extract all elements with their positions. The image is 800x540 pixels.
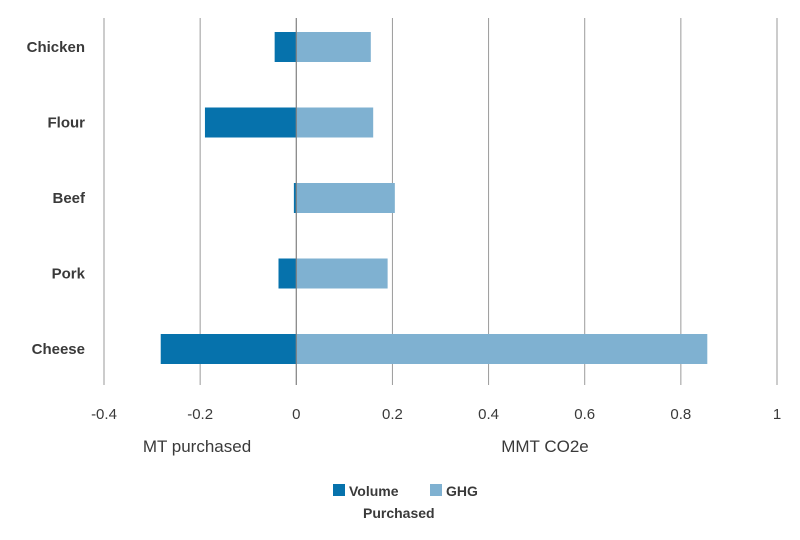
bar-pork-ghg xyxy=(296,258,388,289)
x-tick-label: -0.4 xyxy=(91,406,117,423)
bar-cheese-volume xyxy=(160,334,297,364)
bar-beef-ghg xyxy=(296,183,395,213)
bar-chicken-volume xyxy=(274,32,297,62)
legend-swatch-volume xyxy=(333,484,345,496)
x-tick-label: -0.2 xyxy=(187,406,213,423)
bar-flour-volume xyxy=(204,107,297,138)
legend-label-ghg: GHG xyxy=(446,483,478,499)
bar-pork-volume xyxy=(278,258,297,289)
x-axis-title-right: MMT CO2e xyxy=(501,437,589,456)
legend-swatch-ghg xyxy=(430,484,442,496)
bar-cheese-ghg xyxy=(296,334,708,364)
x-tick-label: 0.6 xyxy=(574,406,595,423)
x-tick-label: 0.4 xyxy=(478,406,499,423)
x-tick-label: 0.8 xyxy=(670,406,691,423)
category-label-chicken: Chicken xyxy=(27,39,85,56)
category-label-pork: Pork xyxy=(52,266,86,283)
x-tick-labels: -0.4 -0.2 0 0.2 0.4 0.6 0.8 1 xyxy=(91,406,781,423)
legend: Volume Purchased GHG xyxy=(333,483,478,521)
bars xyxy=(160,32,708,364)
x-tick-label: 1 xyxy=(773,406,781,423)
x-axis-title-left: MT purchased xyxy=(143,437,251,456)
gridlines xyxy=(103,18,778,385)
x-tick-label: 0.2 xyxy=(382,406,403,423)
legend-label-volume: Volume Purchased xyxy=(349,483,435,521)
category-label-beef: Beef xyxy=(52,190,86,207)
bar-chicken-ghg xyxy=(296,32,371,62)
category-label-cheese: Cheese xyxy=(32,341,85,358)
category-label-flour: Flour xyxy=(48,115,86,132)
category-labels: Chicken Flour Beef Pork Cheese xyxy=(27,39,86,358)
bar-flour-ghg xyxy=(296,107,374,138)
x-tick-label: 0 xyxy=(292,406,300,423)
bar-beef-volume xyxy=(293,183,297,213)
